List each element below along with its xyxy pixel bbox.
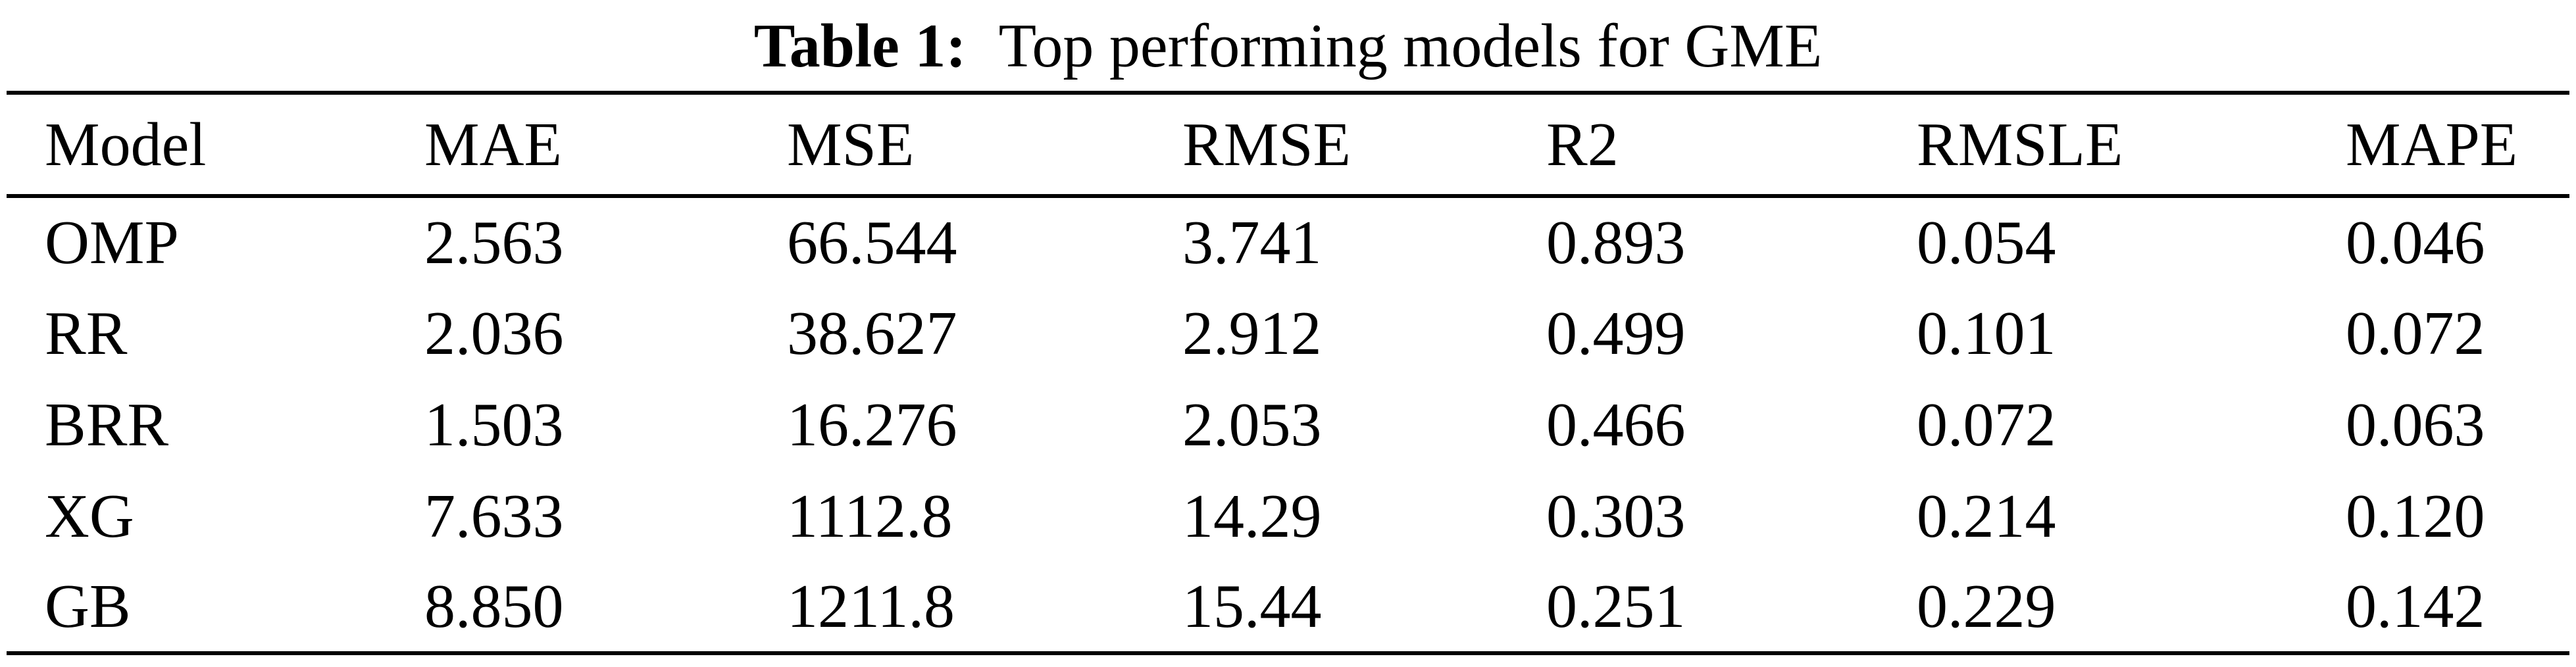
table-cell: 2.036 bbox=[424, 299, 564, 368]
table-cell: 0.303 bbox=[1546, 482, 1686, 551]
table-cell: 0.120 bbox=[2346, 482, 2485, 551]
table-cell: 1112.8 bbox=[787, 482, 953, 551]
table-cell: 66.544 bbox=[787, 209, 957, 277]
table-row: BRR 1.503 16.276 2.053 0.466 0.072 0.063 bbox=[7, 379, 2569, 470]
table-cell: 2.912 bbox=[1182, 299, 1322, 368]
table-cell: 14.29 bbox=[1182, 482, 1322, 551]
table-cell: 0.046 bbox=[2346, 209, 2485, 277]
table-cell: 0.893 bbox=[1546, 209, 1686, 277]
table-cell: 0.063 bbox=[2346, 390, 2485, 459]
column-header-model: Model bbox=[45, 110, 207, 179]
table-caption-label: Table 1: bbox=[753, 12, 967, 80]
table-cell: 0.499 bbox=[1546, 299, 1686, 368]
table-cell: 0.101 bbox=[1917, 299, 2056, 368]
column-header-rmsle: RMSLE bbox=[1917, 110, 2123, 179]
column-header-rmse: RMSE bbox=[1182, 110, 1351, 179]
row-label: OMP bbox=[45, 209, 179, 277]
table-cell: 2.563 bbox=[424, 209, 564, 277]
table-cell: 0.214 bbox=[1917, 482, 2056, 551]
table-cell: 0.251 bbox=[1546, 572, 1686, 641]
row-label: GB bbox=[45, 572, 131, 641]
column-header-r2: R2 bbox=[1546, 110, 1619, 179]
table-caption: Table 1: Top performing models for GME bbox=[0, 0, 2576, 91]
table-row: OMP 2.563 66.544 3.741 0.893 0.054 0.046 bbox=[7, 196, 2569, 287]
table-cell: 0.142 bbox=[2346, 572, 2485, 641]
table-header-row: Model MAE MSE RMSE R2 RMSLE MAPE bbox=[7, 93, 2569, 196]
row-label: XG bbox=[45, 482, 134, 551]
table-row: RR 2.036 38.627 2.912 0.499 0.101 0.072 bbox=[7, 287, 2569, 379]
table-cell: 38.627 bbox=[787, 299, 957, 368]
results-table: Model MAE MSE RMSE R2 RMSLE MAPE OMP 2.5… bbox=[7, 91, 2569, 655]
table-caption-title: Top performing models for GME bbox=[998, 12, 1823, 80]
table-row: XG 7.633 1112.8 14.29 0.303 0.214 0.120 bbox=[7, 470, 2569, 562]
table-cell: 7.633 bbox=[424, 482, 564, 551]
table-cell: 0.054 bbox=[1917, 209, 2056, 277]
column-header-mse: MSE bbox=[787, 110, 915, 179]
table-row: GB 8.850 1211.8 15.44 0.251 0.229 0.142 bbox=[7, 562, 2569, 653]
column-header-mape: MAPE bbox=[2346, 110, 2518, 179]
row-label: BRR bbox=[45, 390, 169, 459]
table-cell: 0.466 bbox=[1546, 390, 1686, 459]
column-header-mae: MAE bbox=[424, 110, 562, 179]
table-cell: 0.072 bbox=[1917, 390, 2056, 459]
table-cell: 1211.8 bbox=[787, 572, 955, 641]
table-cell: 3.741 bbox=[1182, 209, 1322, 277]
table-cell: 1.503 bbox=[424, 390, 564, 459]
row-label: RR bbox=[45, 299, 128, 368]
table-cell: 15.44 bbox=[1182, 572, 1322, 641]
table-cell: 0.072 bbox=[2346, 299, 2485, 368]
table-cell: 8.850 bbox=[424, 572, 564, 641]
table-cell: 0.229 bbox=[1917, 572, 2056, 641]
table-cell: 16.276 bbox=[787, 390, 957, 459]
table-cell: 2.053 bbox=[1182, 390, 1322, 459]
